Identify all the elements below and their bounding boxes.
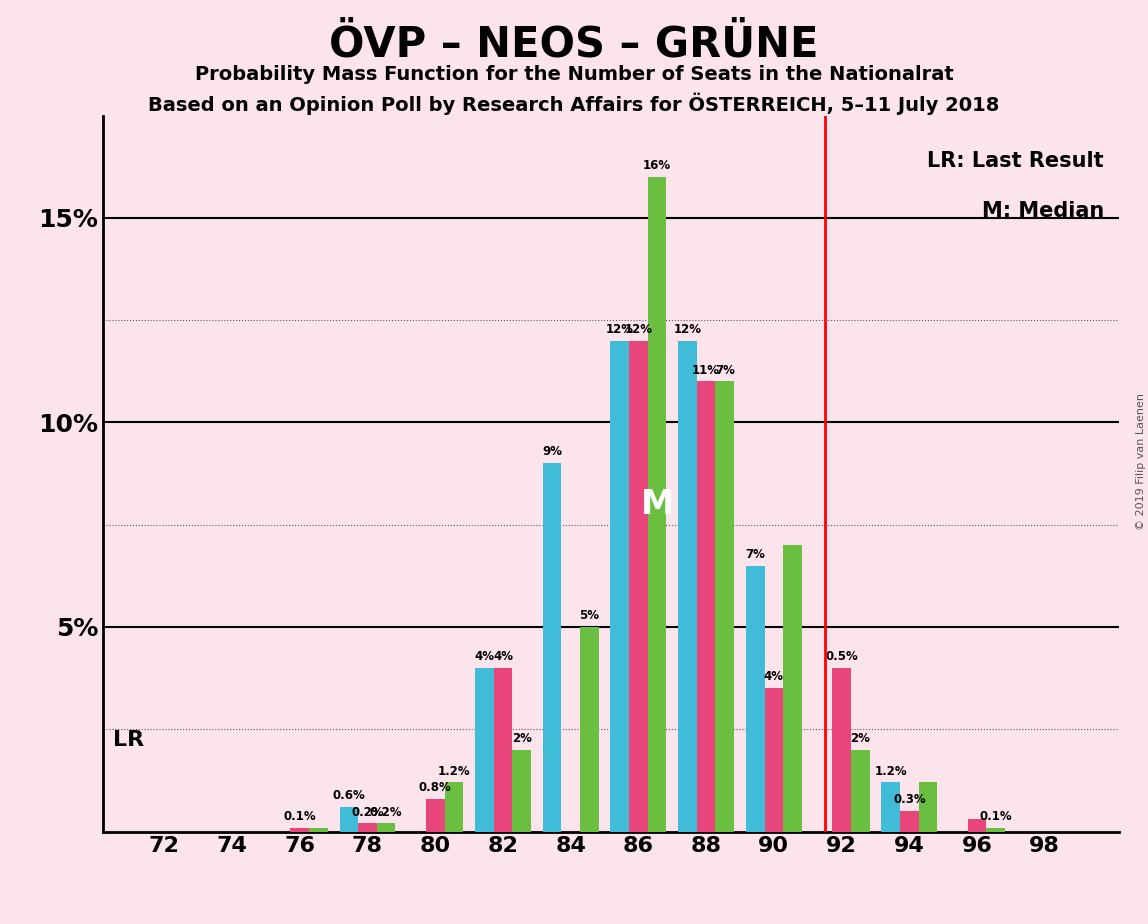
Bar xyxy=(611,341,629,832)
Text: 1.2%: 1.2% xyxy=(437,764,471,778)
Bar xyxy=(475,668,494,832)
Bar xyxy=(309,828,327,832)
Text: 2%: 2% xyxy=(851,732,870,745)
Text: ÖVP – NEOS – GRÜNE: ÖVP – NEOS – GRÜNE xyxy=(329,23,819,65)
Bar xyxy=(832,668,851,832)
Bar xyxy=(290,828,309,832)
Bar xyxy=(543,463,561,832)
Text: 16%: 16% xyxy=(643,159,672,172)
Bar xyxy=(918,783,937,832)
Bar xyxy=(647,176,666,832)
Bar xyxy=(715,382,734,832)
Text: LR: LR xyxy=(114,730,145,749)
Text: Probability Mass Function for the Number of Seats in the Nationalrat: Probability Mass Function for the Number… xyxy=(195,65,953,84)
Bar xyxy=(882,783,900,832)
Bar xyxy=(765,688,783,832)
Bar xyxy=(358,823,377,832)
Text: 12%: 12% xyxy=(674,322,701,335)
Text: 4%: 4% xyxy=(763,671,784,684)
Bar xyxy=(494,668,512,832)
Text: 0.5%: 0.5% xyxy=(825,650,858,663)
Text: 5%: 5% xyxy=(580,609,599,622)
Bar xyxy=(746,565,765,832)
Text: M: Median: M: Median xyxy=(982,201,1104,222)
Text: 7%: 7% xyxy=(715,363,735,377)
Bar xyxy=(444,783,463,832)
Text: Based on an Opinion Poll by Research Affairs for ÖSTERREICH, 5–11 July 2018: Based on an Opinion Poll by Research Aff… xyxy=(148,92,1000,115)
Text: 11%: 11% xyxy=(692,363,720,377)
Bar xyxy=(580,627,598,832)
Bar xyxy=(851,749,869,832)
Text: 4%: 4% xyxy=(492,650,513,663)
Text: 4%: 4% xyxy=(474,650,495,663)
Bar xyxy=(629,341,647,832)
Text: 7%: 7% xyxy=(745,548,766,561)
Text: 0.2%: 0.2% xyxy=(351,806,383,819)
Text: 12%: 12% xyxy=(625,322,652,335)
Bar xyxy=(968,820,986,832)
Bar xyxy=(783,545,801,832)
Text: 2%: 2% xyxy=(512,732,532,745)
Bar xyxy=(512,749,530,832)
Bar xyxy=(986,828,1004,832)
Bar xyxy=(678,341,697,832)
Bar xyxy=(426,799,444,832)
Bar xyxy=(377,823,395,832)
Text: 0.2%: 0.2% xyxy=(370,806,403,819)
Text: 0.1%: 0.1% xyxy=(979,809,1013,822)
Text: M: M xyxy=(641,488,674,521)
Text: 9%: 9% xyxy=(542,445,563,458)
Bar xyxy=(900,811,918,832)
Text: 12%: 12% xyxy=(606,322,634,335)
Text: 1.2%: 1.2% xyxy=(875,764,907,778)
Bar xyxy=(340,807,358,832)
Text: © 2019 Filip van Laenen: © 2019 Filip van Laenen xyxy=(1135,394,1146,530)
Text: 0.3%: 0.3% xyxy=(893,793,925,807)
Bar xyxy=(697,382,715,832)
Text: 0.6%: 0.6% xyxy=(333,789,365,802)
Text: 0.1%: 0.1% xyxy=(284,809,316,822)
Text: 0.8%: 0.8% xyxy=(419,781,451,794)
Text: LR: Last Result: LR: Last Result xyxy=(928,152,1104,171)
